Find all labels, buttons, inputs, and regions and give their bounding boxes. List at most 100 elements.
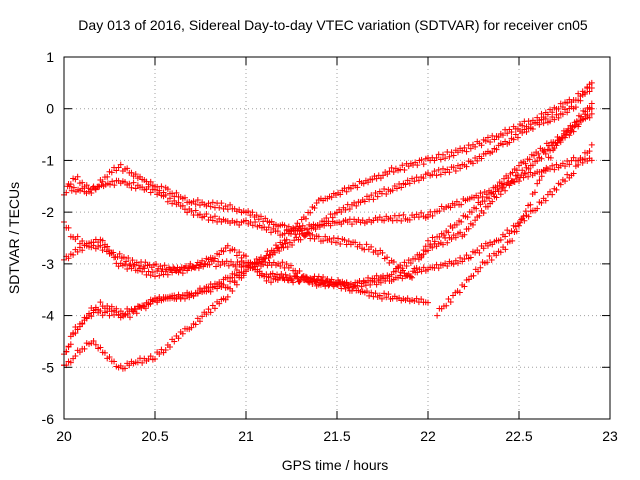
data-point	[111, 358, 118, 365]
data-point	[243, 266, 249, 273]
data-point	[436, 208, 443, 215]
data-point	[484, 203, 491, 210]
data-point	[142, 259, 149, 266]
data-point	[570, 154, 577, 161]
data-point	[106, 354, 113, 361]
data-point	[588, 85, 595, 92]
data-point	[477, 201, 484, 208]
data-point	[569, 123, 576, 130]
data-point	[557, 181, 564, 188]
data-point	[403, 262, 410, 269]
data-point	[363, 241, 370, 248]
data-point	[152, 296, 158, 303]
data-point	[448, 236, 455, 243]
data-point	[570, 128, 577, 135]
data-point	[101, 349, 108, 356]
x-tick-label: 21	[238, 428, 254, 444]
data-point	[131, 305, 138, 312]
data-point	[254, 266, 261, 273]
data-point	[92, 341, 99, 348]
data-point	[97, 299, 104, 306]
data-point	[316, 222, 323, 229]
data-point	[139, 268, 146, 275]
data-point	[480, 210, 487, 217]
x-tick-label: 20.5	[141, 428, 168, 444]
data-point	[559, 111, 566, 118]
data-point	[375, 277, 382, 284]
data-point	[542, 197, 549, 204]
y-tick-label: 0	[46, 101, 54, 117]
data-point	[363, 193, 370, 200]
data-point	[222, 203, 229, 210]
data-point	[196, 318, 203, 325]
data-point	[104, 243, 111, 250]
data-point	[268, 229, 275, 236]
data-point	[557, 139, 564, 146]
data-point	[216, 251, 223, 258]
data-point	[296, 278, 303, 285]
data-point	[132, 306, 139, 313]
data-point	[433, 154, 440, 161]
data-point	[572, 104, 579, 111]
data-point	[429, 234, 436, 241]
data-point	[562, 134, 569, 141]
data-point	[519, 122, 526, 129]
data-point	[420, 161, 427, 168]
data-point	[454, 149, 461, 156]
data-point	[415, 214, 422, 221]
data-point	[534, 205, 541, 212]
data-point	[70, 251, 77, 258]
data-point	[553, 142, 560, 149]
data-point	[470, 272, 477, 279]
data-point	[233, 218, 240, 225]
data-point	[126, 314, 133, 321]
data-point	[341, 237, 348, 244]
data-point	[497, 249, 504, 256]
data-point	[425, 247, 431, 254]
data-point	[108, 169, 115, 176]
data-point	[414, 162, 421, 169]
data-point	[588, 100, 595, 107]
data-point	[513, 167, 520, 174]
data-point	[261, 255, 268, 262]
data-point	[484, 134, 491, 141]
data-point	[526, 156, 533, 163]
data-point	[581, 90, 588, 97]
data-point	[444, 239, 451, 246]
data-point	[356, 241, 363, 248]
data-point	[166, 344, 173, 351]
data-point	[531, 189, 538, 196]
data-point	[236, 249, 243, 256]
data-point	[396, 212, 403, 219]
data-point	[209, 199, 216, 206]
data-point	[265, 224, 272, 231]
data-point	[564, 99, 571, 106]
data-point	[135, 262, 142, 269]
data-point	[280, 244, 287, 251]
data-point	[373, 272, 380, 279]
data-point	[540, 120, 547, 127]
data-point	[306, 230, 313, 237]
data-point	[413, 265, 420, 272]
data-point	[436, 233, 443, 240]
data-point	[227, 275, 234, 282]
data-point	[209, 217, 216, 224]
data-point	[92, 186, 99, 193]
data-point	[369, 176, 376, 183]
data-point	[218, 200, 225, 207]
data-point	[383, 294, 390, 301]
data-point	[508, 228, 515, 235]
data-point	[282, 240, 289, 247]
data-point	[126, 362, 133, 369]
data-point	[284, 243, 291, 250]
data-point	[275, 244, 282, 251]
series-2	[61, 110, 595, 281]
data-point	[218, 280, 225, 287]
data-point	[443, 302, 450, 309]
data-point	[120, 254, 127, 261]
data-point	[83, 315, 90, 322]
data-point	[493, 146, 500, 153]
data-point	[458, 218, 465, 225]
data-point	[205, 287, 212, 294]
data-point	[192, 264, 199, 271]
